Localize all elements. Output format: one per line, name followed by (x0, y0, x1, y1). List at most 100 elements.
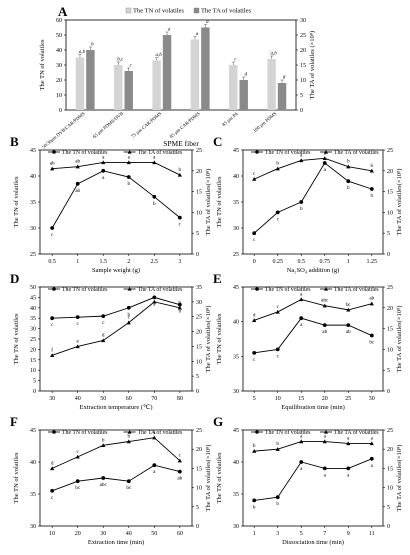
data-point-ta (152, 299, 157, 304)
significance-label: a (153, 154, 156, 160)
x-tick-label: 15 (298, 396, 304, 402)
significance-label: d (253, 312, 256, 318)
x-tick-label: 0.5 (48, 259, 56, 265)
right-tick-label: 15 (196, 344, 202, 350)
significance-label: b (347, 185, 350, 191)
right-tick-label: 5 (300, 93, 303, 99)
right-tick-label: 10 (387, 347, 393, 353)
x-tick-label: 50 (100, 396, 106, 402)
legend-marker-tn (255, 430, 259, 434)
x-tick-label: 3 (178, 259, 181, 265)
data-point-ta (177, 458, 182, 463)
series-line-tn (253, 162, 372, 234)
right-tick-label: 10 (300, 78, 306, 84)
left-tick-label: 5 (33, 379, 36, 385)
x-tick-label: 3 (276, 531, 279, 537)
left-tick-label: 35 (30, 200, 36, 206)
y2-axis-title: The TA of volatiles(×10⁸) (205, 306, 212, 373)
legend-marker-ta (127, 287, 132, 291)
legend-label-tn: The TN of volatiles (133, 8, 184, 15)
x-tick-label: 2 (127, 259, 130, 265)
left-tick-label: 40 (56, 48, 62, 54)
x-tick-label: 20 (322, 396, 328, 402)
x-tick-label: 40 (126, 531, 132, 537)
legend-label-tn: The TN of volatiles (265, 429, 311, 436)
legend-label-ta: The TA of volatiles (138, 429, 183, 436)
legend: The TN of volatiles The TA of volatiles (125, 7, 252, 15)
significance-label: a (347, 472, 350, 478)
right-tick-label: 20 (196, 330, 202, 336)
right-tick-label: 0 (196, 389, 199, 395)
series-line-ta (254, 441, 372, 452)
legend-label-ta: The TA of volatiles (201, 8, 252, 15)
data-point-ta (101, 338, 106, 343)
left-tick-label: 35 (30, 492, 36, 498)
significance-label: d (102, 332, 105, 338)
bar (162, 35, 172, 110)
x-axis-title: SPME fiber (163, 139, 199, 148)
significance-label: b (276, 501, 279, 507)
significance-label: abc (100, 482, 108, 488)
bar-significance-label: a,b (270, 52, 277, 57)
series-line-ta (52, 162, 181, 176)
left-tick-label: 35 (233, 200, 239, 206)
right-axis: 0 5 10 15 20 25 (192, 428, 202, 530)
significance-label: a (347, 435, 350, 441)
significance-label: ab (346, 329, 351, 335)
right-tick-label: 0 (387, 389, 390, 395)
x-tick-label: 0.75 (320, 259, 331, 265)
significance-label: bc (346, 302, 352, 308)
series-line-tn (254, 317, 372, 354)
data-point-tn (126, 175, 131, 179)
bar (239, 80, 248, 110)
data-point-ta (346, 441, 351, 446)
legend-label-tn: The TN of volatiles (62, 149, 108, 156)
left-tick-label: 40 (233, 320, 239, 326)
data-point-tn (75, 315, 80, 320)
bar (267, 59, 276, 110)
right-axis: 0 5 10 15 20 25 (383, 428, 393, 530)
x-tick-label: 30 (369, 396, 375, 402)
legend-label-ta: The TA of volatiles (334, 286, 379, 293)
left-axis: 0 10 20 30 40 50 60 (56, 18, 66, 114)
bar-significance-label: a (206, 20, 209, 25)
y-axis-title: The TN of volatiles (39, 39, 46, 90)
panel-letter: G (213, 414, 223, 429)
data-point-tn (275, 210, 280, 215)
data-point-ta (101, 443, 106, 448)
x-axis-title: Na₂SO₄ addition (g) (287, 267, 340, 274)
bar (86, 50, 95, 110)
left-tick-label: 0 (33, 389, 36, 395)
left-tick-label: 30 (30, 226, 36, 232)
significance-label: b (179, 167, 182, 173)
bar (124, 71, 133, 110)
legend-swatch-ta (193, 7, 200, 14)
right-tick-label: 20 (196, 169, 202, 175)
x-tick-label: 30 (49, 396, 55, 402)
series-line-ta (51, 437, 181, 469)
data-point-tn (322, 323, 327, 328)
right-tick-label: 15 (387, 327, 393, 333)
right-axis: 0 5 10 15 20 25 (383, 285, 393, 395)
significance-label: a (300, 466, 303, 472)
data-point-tn (101, 476, 106, 480)
right-tick-label: 5 (196, 231, 199, 237)
data-point-ta (50, 466, 55, 471)
data-point-tn (50, 316, 55, 321)
data-point-tn (50, 488, 55, 493)
data-point-ta (322, 439, 327, 444)
bar-significance-label: b (91, 43, 94, 48)
significance-label: d (51, 460, 54, 466)
legend-marker-tn (52, 150, 56, 154)
significance-label: c (253, 237, 256, 243)
significance-label: a (102, 154, 105, 160)
significance-label: a (324, 150, 327, 156)
right-axis: 0 5 10 15 20 25 30 (296, 18, 306, 114)
data-point-tn (177, 302, 182, 307)
plot-frame (242, 149, 384, 255)
significance-label: a (371, 463, 374, 469)
legend-marker-tn (52, 430, 56, 434)
significance-label: a (324, 167, 327, 173)
data-point-tn (50, 226, 55, 230)
